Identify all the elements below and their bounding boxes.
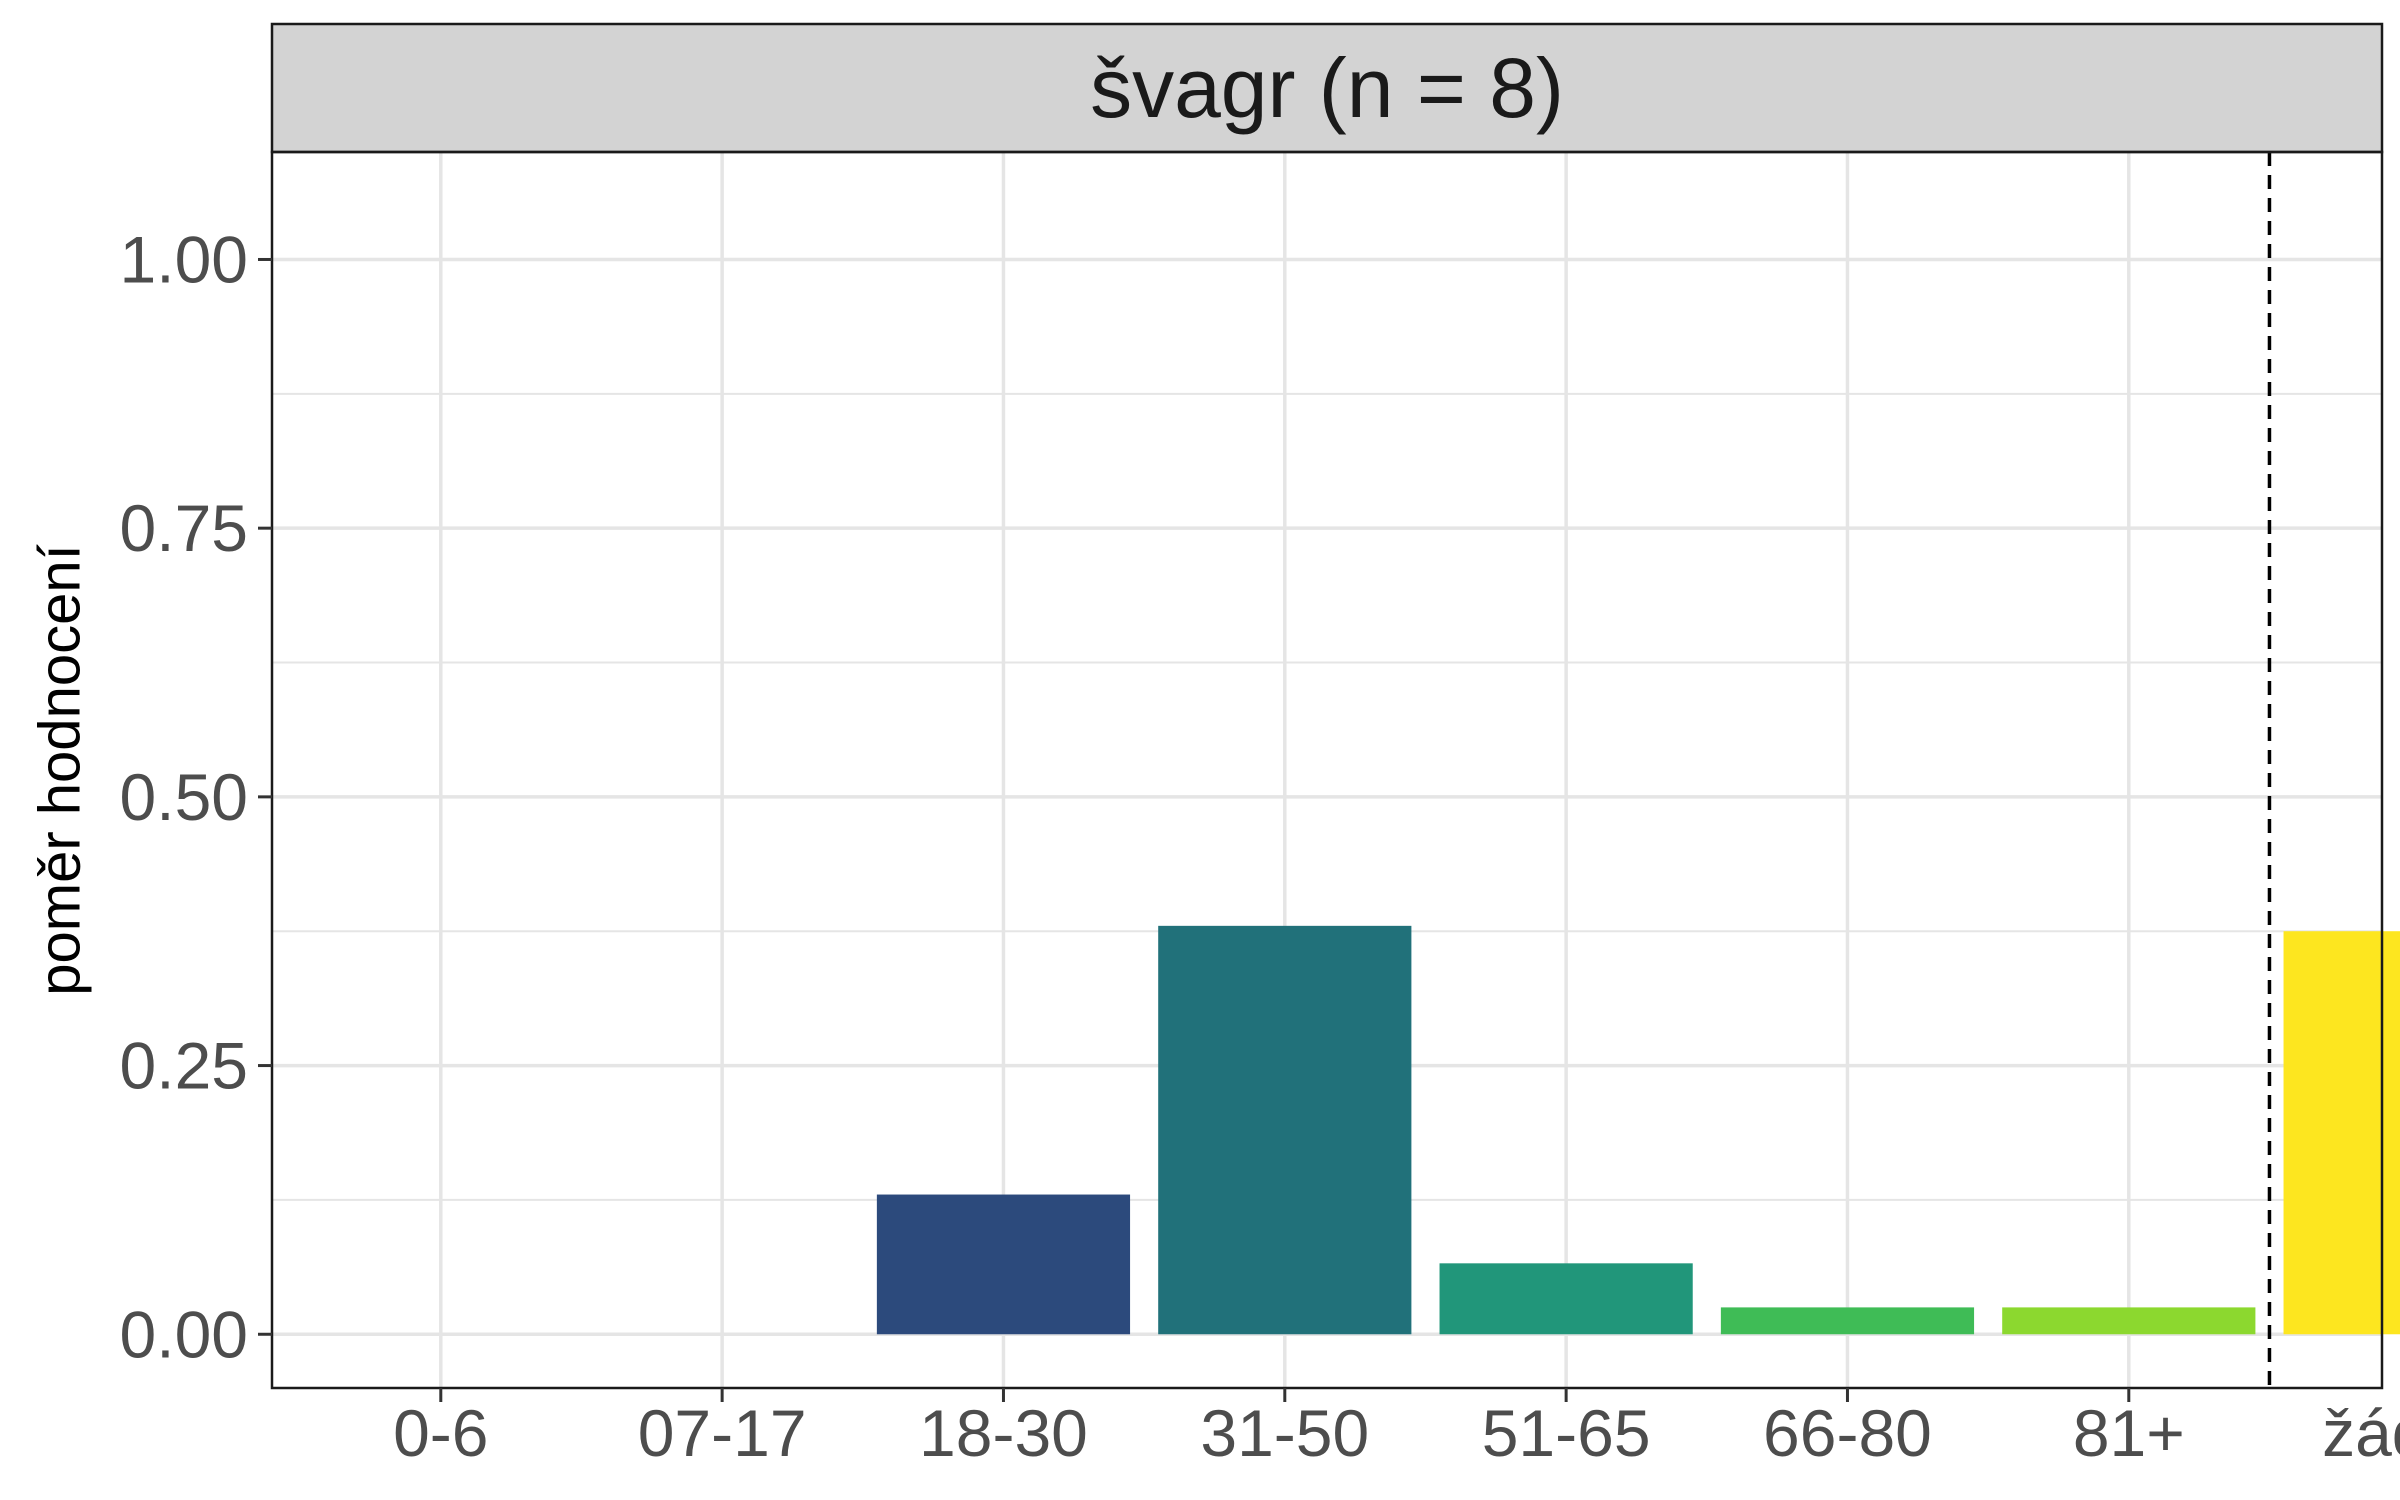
- y-tick-label: 0.25: [120, 1029, 248, 1103]
- x-tick-label: 07-17: [638, 1396, 807, 1470]
- x-tick-label: 18-30: [919, 1396, 1088, 1470]
- bar: [1720, 1307, 1975, 1335]
- y-tick-label: 0.75: [120, 491, 248, 565]
- chart-title: švagr (n = 8): [1090, 41, 1564, 135]
- bar: [1158, 925, 1412, 1335]
- facet-strip: švagr (n = 8): [270, 22, 2384, 154]
- bar: [1439, 1263, 1693, 1335]
- x-tick-label: 0-6: [393, 1396, 488, 1470]
- x-tick-label: žádný: [2322, 1396, 2400, 1470]
- x-tick-label: 51-65: [1482, 1396, 1651, 1470]
- y-tick-label: 0.50: [120, 760, 248, 834]
- bars: [876, 925, 2400, 1335]
- x-tick-label: 66-80: [1763, 1396, 1932, 1470]
- y-axis-title: poměr hodnocení: [28, 544, 93, 995]
- y-tick-label: 1.00: [120, 222, 248, 296]
- panel-border: [270, 150, 2384, 1390]
- facet-strip-background: [270, 22, 2384, 154]
- bar: [2002, 1307, 2256, 1335]
- y-tick-label: 0.00: [120, 1297, 248, 1371]
- grid-lines: [272, 152, 2382, 1388]
- x-tick-label: 31-50: [1200, 1396, 1369, 1470]
- bar: [876, 1194, 1131, 1335]
- axes: 0.00 0.25 0.50 0.75 1.00 0-6 07-17 18-30 31-50 51…: [120, 150, 2400, 1470]
- bar: [2283, 931, 2400, 1335]
- x-tick-label: 81+: [2073, 1396, 2185, 1470]
